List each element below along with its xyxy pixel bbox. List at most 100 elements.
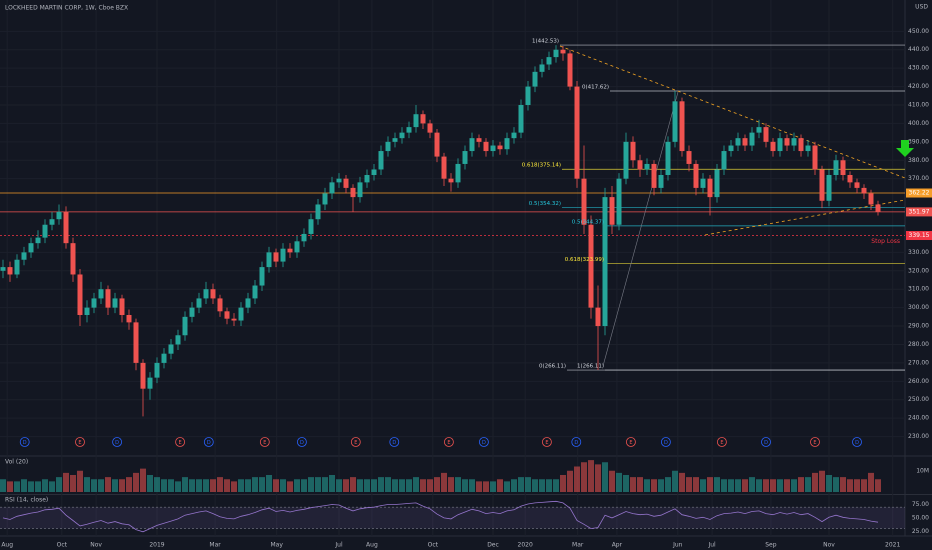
volume-bar xyxy=(84,477,90,492)
volume-bar xyxy=(294,479,300,492)
candle-body xyxy=(70,243,76,275)
volume-bar xyxy=(805,477,811,492)
fib-label: 0.5(354.32) xyxy=(529,201,561,207)
candle-body xyxy=(763,127,769,142)
rsi-tick-label: 75.00 xyxy=(912,501,929,508)
candle-body xyxy=(28,243,34,253)
event-label: E xyxy=(545,440,548,446)
volume-bar xyxy=(672,470,678,492)
volume-bar xyxy=(875,479,881,492)
volume-bar xyxy=(826,475,832,492)
candle-body xyxy=(735,138,741,146)
event-label: D xyxy=(23,440,27,446)
y-tick-label: 370.00 xyxy=(908,175,929,182)
event-label: E xyxy=(78,440,81,446)
candle-body xyxy=(378,151,384,170)
candle-body xyxy=(518,105,524,133)
candle-body xyxy=(679,101,685,152)
event-marker xyxy=(810,437,820,447)
volume-bar xyxy=(448,477,454,492)
volume-bar xyxy=(812,472,818,492)
x-tick-label: Sep xyxy=(765,542,777,549)
candle-body xyxy=(175,335,181,345)
volume-bar xyxy=(735,479,741,492)
volume-bar xyxy=(231,481,237,492)
volume-bar xyxy=(707,477,713,492)
candle-body xyxy=(245,298,251,308)
y-tick-label: 430.00 xyxy=(908,65,929,72)
y-tick-label: 380.00 xyxy=(908,157,929,164)
candle-body xyxy=(672,101,678,142)
candle-body xyxy=(420,114,426,124)
volume-bar xyxy=(819,470,825,492)
volume-bar xyxy=(588,460,594,492)
x-tick-label: Apr xyxy=(612,542,623,549)
volume-bar xyxy=(861,479,867,492)
candle-body xyxy=(266,252,272,268)
candle-body xyxy=(273,252,279,262)
candle-body xyxy=(602,197,608,327)
x-tick-label: May xyxy=(270,542,283,549)
candle-body xyxy=(665,141,671,175)
candle-body xyxy=(490,145,496,152)
fib-label: 0.5(344.37) xyxy=(572,219,604,225)
volume-bar xyxy=(336,479,342,492)
event-marker xyxy=(478,437,489,447)
candle-body xyxy=(147,377,153,389)
x-tick-label: Aug xyxy=(1,542,13,549)
fib-label: 0.618(375.14) xyxy=(522,163,561,169)
volume-bar xyxy=(686,477,692,492)
grid xyxy=(0,0,932,537)
volume-bar xyxy=(455,477,461,492)
candle-body xyxy=(385,141,391,152)
volume-bar xyxy=(91,479,97,492)
event-marker xyxy=(259,437,270,447)
volume-bar xyxy=(840,477,846,492)
candle-body xyxy=(105,289,111,308)
candle-body xyxy=(119,298,125,315)
event-label: E xyxy=(720,440,723,446)
volume-bar xyxy=(476,481,482,492)
y-tick-label: 320.00 xyxy=(908,267,929,274)
candle-body xyxy=(231,318,237,321)
candle-body xyxy=(833,160,839,175)
volume-bar xyxy=(833,477,839,492)
volume-bar xyxy=(119,479,125,492)
event-label: D xyxy=(115,440,119,446)
candle-body xyxy=(217,298,223,312)
candle-body xyxy=(483,141,489,152)
candle-body xyxy=(504,138,510,150)
volume-bar xyxy=(637,477,643,492)
event-marker xyxy=(75,437,85,447)
event-label: E xyxy=(179,440,182,446)
candle-body xyxy=(427,123,433,133)
volume-bar xyxy=(301,479,307,492)
volume-bar xyxy=(56,477,62,492)
volume-bar xyxy=(763,479,769,492)
y-tick-label: 330.00 xyxy=(908,249,929,256)
volume-bar xyxy=(469,479,475,492)
trend-line xyxy=(704,199,906,236)
candle-body xyxy=(588,224,594,308)
event-marker xyxy=(761,437,771,447)
volume-bar xyxy=(133,472,139,492)
candle-body xyxy=(77,274,83,315)
candle-body xyxy=(35,237,41,244)
candle-body xyxy=(511,132,517,139)
volume-bar xyxy=(217,477,223,492)
y-tick-label: 250.00 xyxy=(908,396,929,403)
volume-bar xyxy=(28,481,34,492)
y-tick-label: 270.00 xyxy=(908,359,929,366)
candle-body xyxy=(721,151,727,170)
volume-bar xyxy=(315,477,321,492)
candle-body xyxy=(133,322,139,363)
candle-body xyxy=(112,298,118,308)
volume-bar xyxy=(196,479,202,492)
candle-body xyxy=(644,163,650,170)
volume-bar xyxy=(77,470,83,492)
volume-bar xyxy=(602,462,608,492)
event-marker xyxy=(203,437,214,447)
candle-body xyxy=(777,138,783,152)
candle-body xyxy=(574,86,580,179)
volume-bar xyxy=(630,477,636,492)
